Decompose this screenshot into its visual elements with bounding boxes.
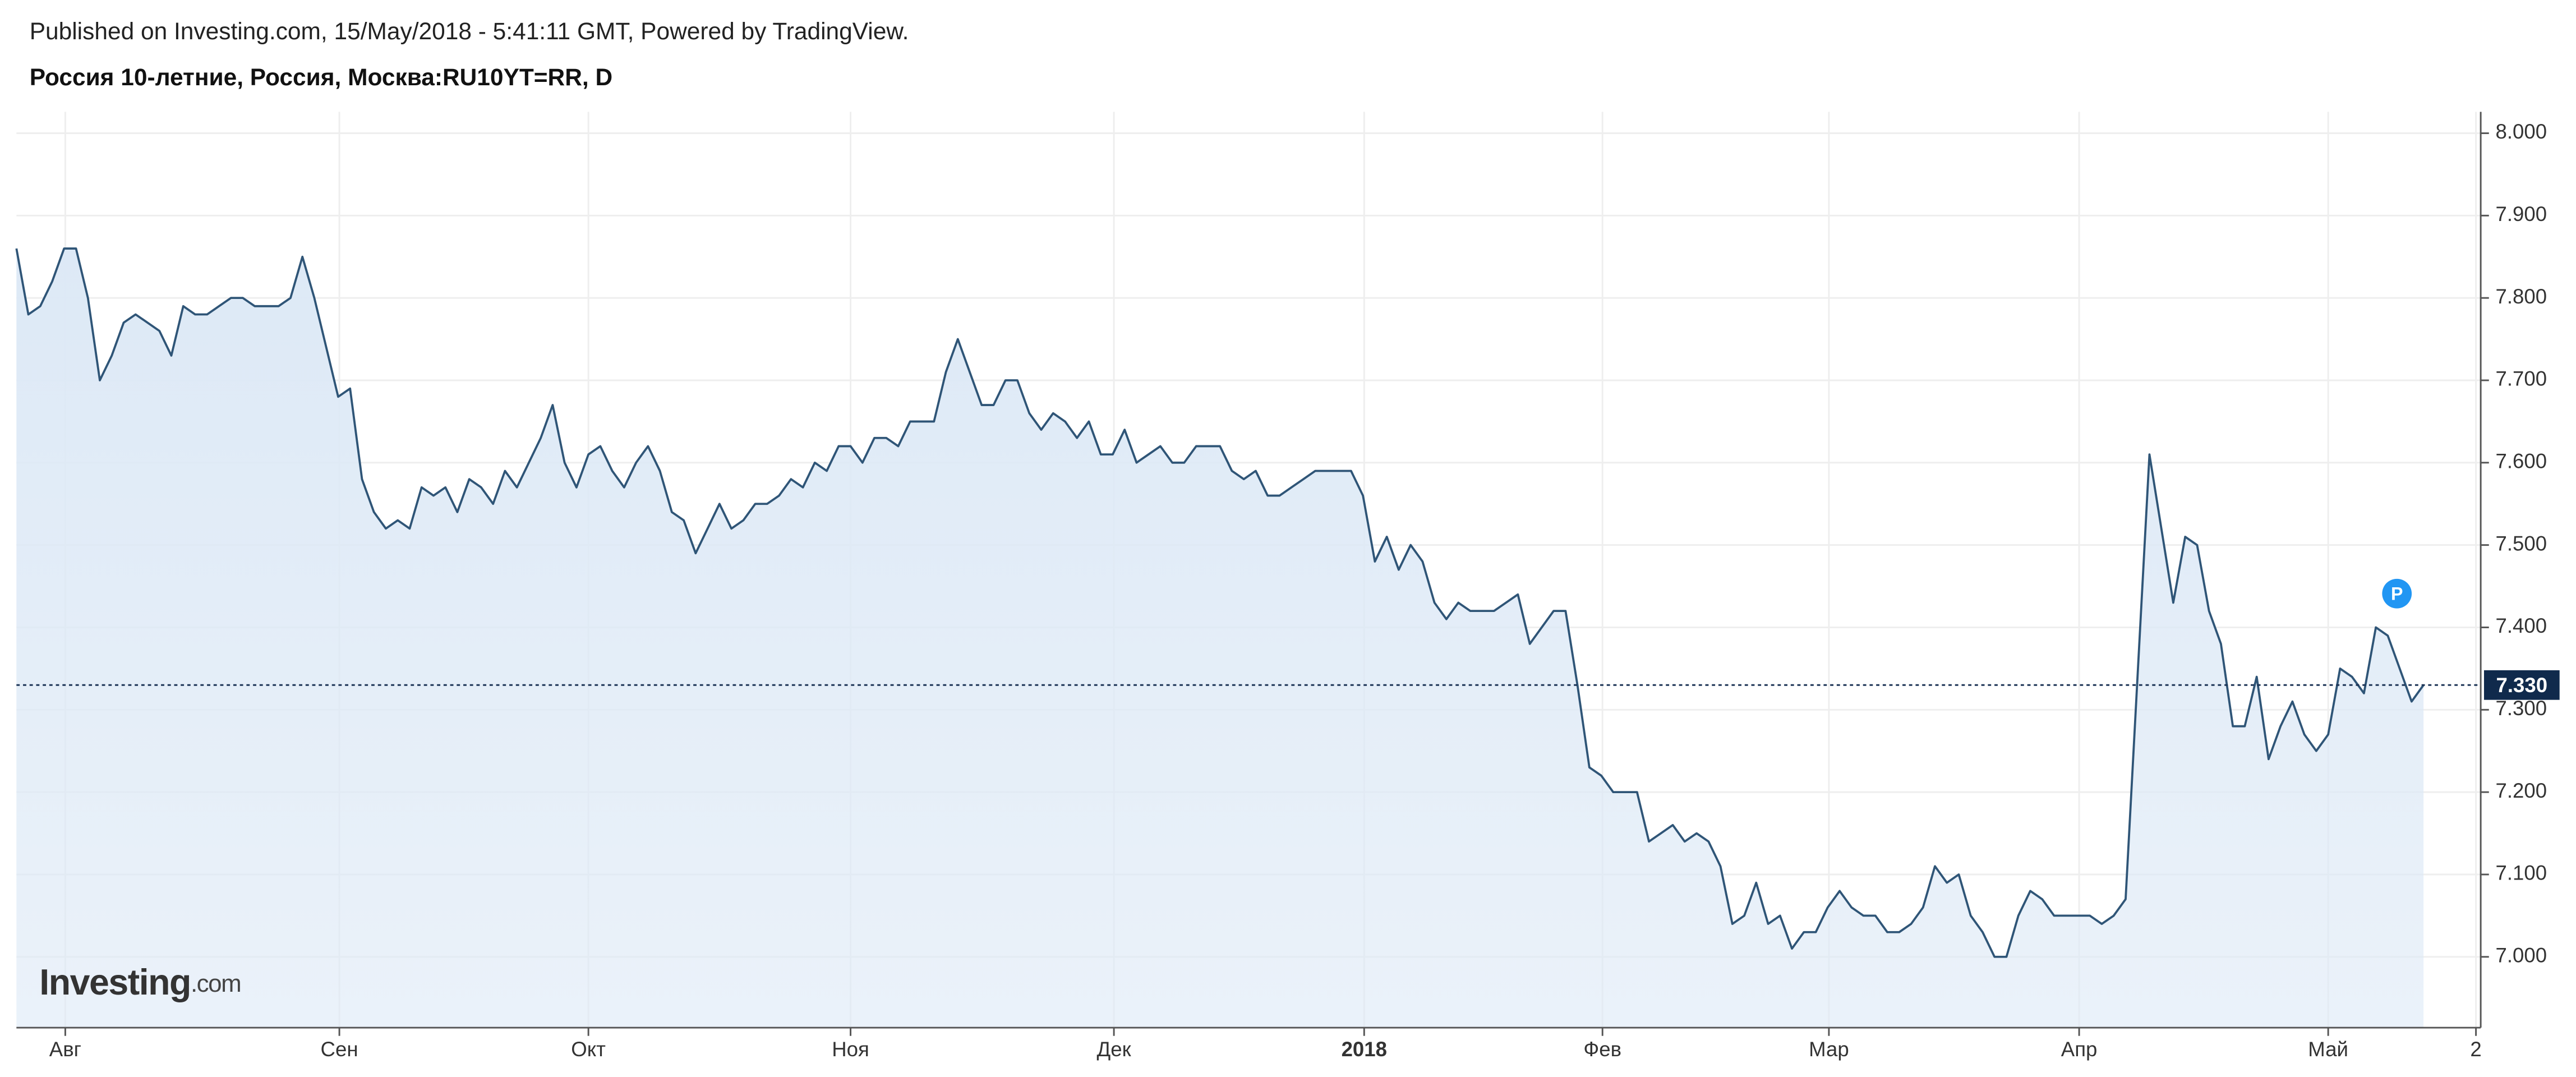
plot (15, 247, 2425, 1028)
event-marker-label: P (2391, 584, 2403, 604)
y-tick-label: 7.900 (2495, 202, 2547, 225)
last-value-label: 7.330 (2496, 674, 2548, 697)
area-fill (16, 248, 2424, 1028)
y-tick-label: 7.500 (2495, 532, 2547, 555)
y-tick-label: 7.800 (2495, 285, 2547, 308)
y-tick-label: 8.000 (2495, 120, 2547, 143)
x-tick-label: Апр (2061, 1038, 2098, 1061)
watermark-main: Investing (39, 962, 191, 1002)
y-tick-label: 7.400 (2495, 614, 2547, 637)
y-tick-label: 7.600 (2495, 449, 2547, 472)
x-tick-label: 2 (2470, 1038, 2481, 1061)
x-tick-label: Ноя (832, 1038, 869, 1061)
price-line (15, 247, 2425, 958)
header: Published on Investing.com, 15/May/2018 … (30, 19, 909, 45)
watermark-suffix: .com (191, 969, 241, 997)
axes: 7.000 7.100 7.200 7.300 7.400 7.500 7.600 7.700… (16, 112, 2560, 1061)
x-tick-label: 2018 (1342, 1038, 1387, 1061)
x-tick-label: Авг (49, 1038, 81, 1061)
y-tick-label: 7.200 (2495, 779, 2547, 802)
x-tick-label: Мар (1809, 1038, 1849, 1061)
y-tick-label: 7.000 (2495, 943, 2547, 966)
watermark: Investing.com (39, 962, 241, 1002)
y-tick-label: 7.300 (2495, 697, 2547, 720)
x-tick-label: Окт (571, 1038, 606, 1061)
x-tick-label: Сен (321, 1038, 358, 1061)
chart-title: Россия 10-летние, Россия, Москва:RU10YT=… (30, 65, 612, 91)
y-tick-label: 7.100 (2495, 862, 2547, 885)
event-marker (2382, 578, 2412, 609)
x-tick-label: Май (2308, 1038, 2348, 1061)
x-tick-label: Фев (1583, 1038, 1621, 1061)
x-tick-label: Дек (1097, 1038, 1132, 1061)
last-value-box (2483, 670, 2560, 700)
y-tick-label: 7.700 (2495, 367, 2547, 390)
